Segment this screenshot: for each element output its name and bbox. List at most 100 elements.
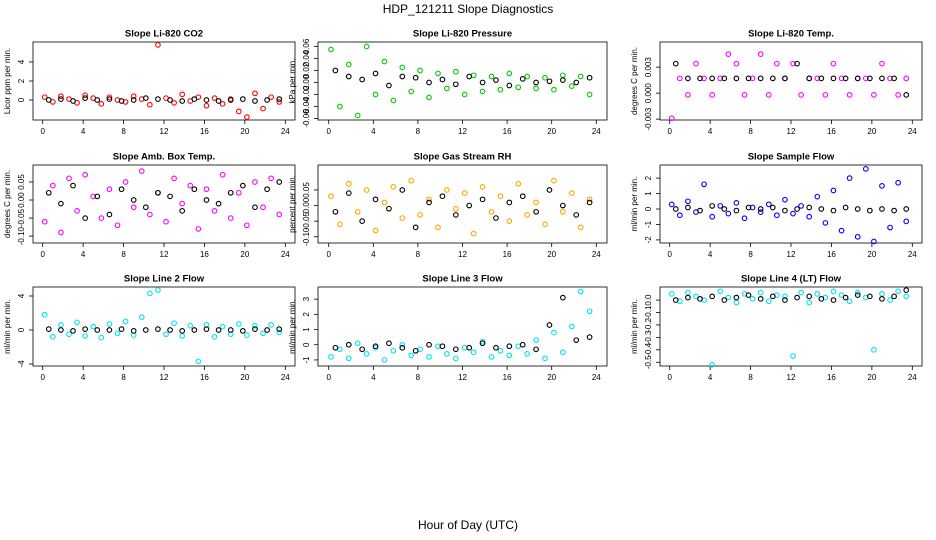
panel-title: Slope Line 4 (LT) Flow: [741, 274, 842, 285]
data-point: [871, 346, 877, 353]
y-axis-label: ml/min per min.: [288, 299, 297, 354]
data-point: [412, 347, 419, 354]
data-point: [879, 290, 885, 297]
data-point: [559, 349, 566, 356]
data-point: [187, 182, 194, 189]
data-point: [439, 343, 446, 350]
x-tick-label: 8: [416, 373, 421, 382]
data-point: [846, 175, 853, 181]
data-point: [546, 322, 553, 328]
data-point: [138, 314, 145, 321]
data-point: [203, 102, 210, 109]
data-point: [546, 78, 553, 85]
y-axis-label: ml/min per min.: [630, 299, 639, 354]
y-tick-label: 0.02: [302, 62, 311, 78]
data-point: [252, 90, 258, 97]
data-point: [757, 209, 764, 215]
x-tick-label: 0: [326, 127, 331, 136]
y-tick-label: 0.00: [17, 192, 26, 208]
y-tick-label: 0.00: [302, 197, 311, 213]
data-point: [577, 288, 584, 295]
data-point: [672, 297, 679, 303]
data-point: [260, 204, 266, 211]
data-point: [685, 75, 691, 82]
data-point: [130, 204, 137, 211]
data-point: [733, 294, 740, 301]
data-point: [697, 295, 703, 302]
data-point: [252, 322, 258, 329]
data-point: [701, 75, 707, 82]
data-point: [573, 337, 580, 344]
data-point: [252, 204, 258, 211]
data-point: [167, 327, 173, 333]
data-point: [685, 204, 691, 211]
data-point: [533, 79, 539, 86]
data-point: [725, 294, 732, 301]
data-point: [533, 346, 539, 353]
y-tick-label: 1: [644, 191, 653, 196]
y-tick-label: 0.04: [302, 50, 311, 66]
data-point: [818, 75, 825, 82]
x-tick-label: 12: [458, 250, 467, 259]
x-tick-label: 8: [748, 250, 753, 259]
data-point: [741, 215, 748, 222]
data-point: [155, 189, 161, 196]
data-point: [390, 183, 397, 190]
x-tick-label: 8: [416, 250, 421, 259]
data-point: [239, 96, 246, 102]
x-tick-label: 0: [40, 373, 45, 382]
data-point: [452, 68, 459, 75]
data-point: [276, 96, 283, 102]
data-point: [741, 92, 748, 98]
data-point: [818, 206, 825, 212]
data-point: [676, 212, 683, 219]
data-point: [533, 85, 539, 92]
data-point: [363, 350, 370, 357]
data-point: [745, 204, 752, 211]
data-point: [887, 224, 893, 231]
data-point: [895, 179, 901, 186]
data-point: [328, 354, 334, 360]
data-point: [106, 94, 113, 101]
data-point: [854, 206, 861, 212]
y-tick-label: -0.06: [302, 109, 311, 128]
data-point: [479, 183, 486, 190]
y-tick-label: 0: [17, 327, 26, 332]
data-point: [497, 193, 504, 200]
data-point: [444, 187, 450, 193]
data-point: [559, 208, 566, 215]
data-point: [668, 201, 675, 208]
data-point: [765, 298, 772, 305]
data-point: [814, 193, 821, 200]
y-tick-label: -0.04: [302, 97, 311, 116]
data-point: [524, 350, 531, 357]
data-point: [417, 212, 423, 218]
data-point: [709, 293, 716, 300]
data-point: [276, 179, 283, 185]
data-point: [493, 344, 499, 351]
data-point: [846, 298, 853, 305]
y-tick-label: 0.05: [17, 174, 26, 190]
data-point: [685, 198, 691, 205]
x-tick-label: 16: [827, 373, 836, 382]
data-point: [399, 187, 406, 193]
y-tick-label: -2: [644, 236, 653, 244]
data-point: [235, 189, 242, 196]
data-point: [264, 327, 270, 333]
x-tick-label: 0: [326, 250, 331, 259]
data-point: [82, 333, 89, 339]
data-point: [506, 352, 513, 359]
y-tick-label: 4: [17, 293, 26, 298]
data-point: [381, 357, 388, 363]
data-point: [118, 326, 125, 332]
data-point: [866, 293, 873, 300]
data-point: [399, 73, 406, 80]
data-point: [381, 58, 388, 65]
data-point: [171, 320, 177, 327]
data-point: [337, 221, 343, 228]
data-point: [721, 297, 728, 303]
y-tick-label: 2: [17, 78, 26, 83]
x-tick-label: 24: [592, 373, 601, 382]
data-point: [733, 60, 740, 67]
data-point: [782, 196, 788, 203]
